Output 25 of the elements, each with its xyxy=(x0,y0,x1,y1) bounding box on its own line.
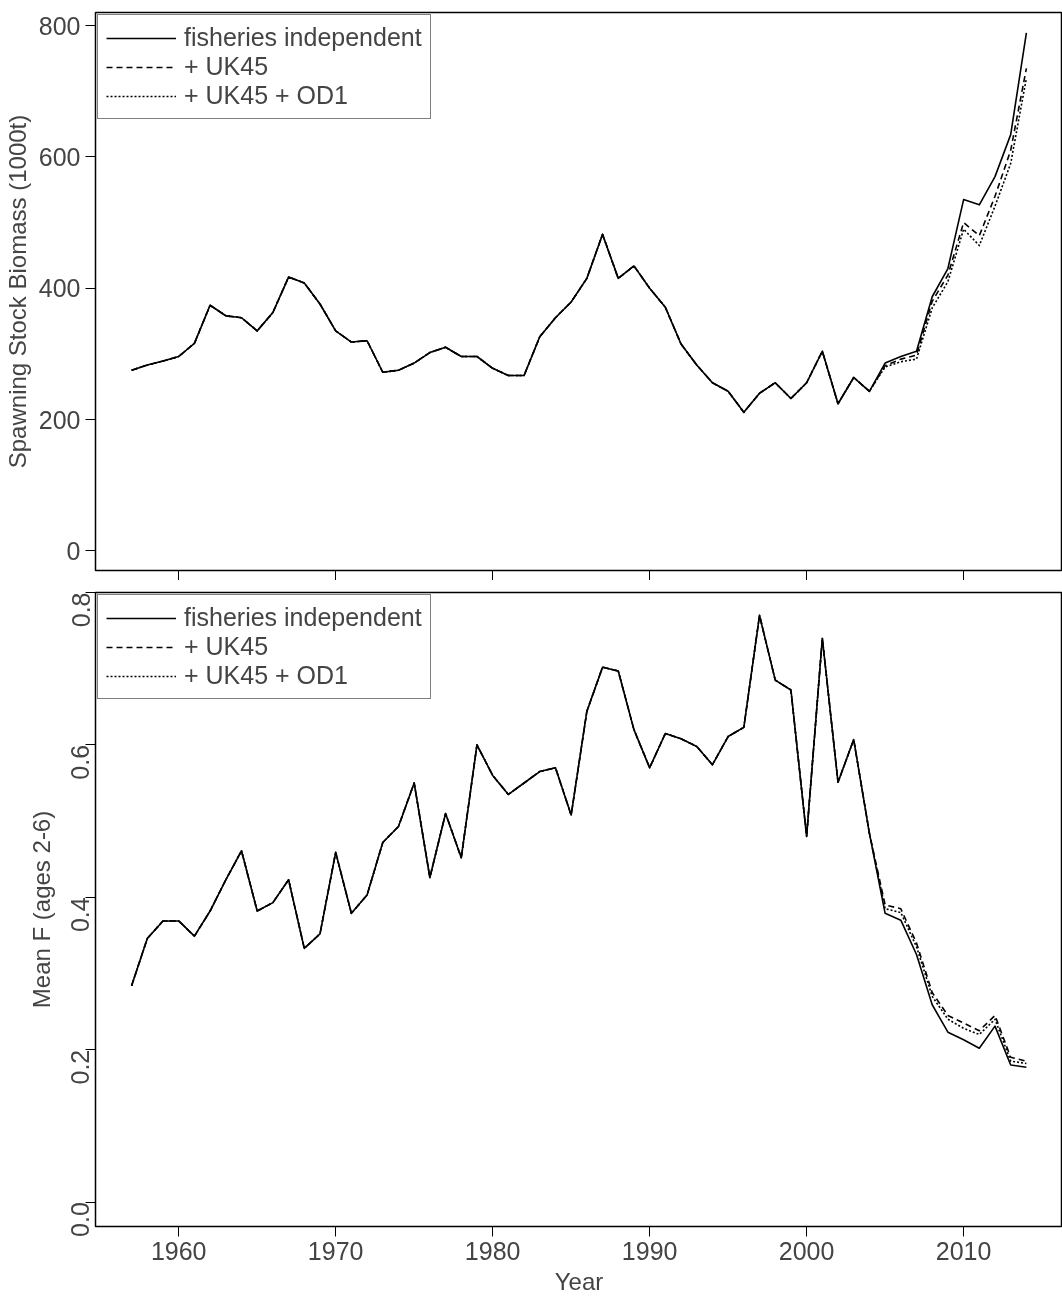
legend-label: + UK45 xyxy=(184,52,269,81)
y-tick-label: 0.4 xyxy=(66,897,95,933)
y-tick-label: 200 xyxy=(38,405,81,434)
y-tick-label: 0.2 xyxy=(66,1049,95,1085)
y-tick-label: 400 xyxy=(38,274,81,303)
legend-label: fisheries independent xyxy=(184,603,422,632)
legend-label: + UK45 xyxy=(184,632,269,661)
x-tick-label: 1960 xyxy=(150,1236,207,1265)
y-tick-label: 600 xyxy=(38,142,81,171)
y-tick-label: 0 xyxy=(66,536,81,565)
y-tick-label: 0.6 xyxy=(66,744,95,780)
y-axis-title: Mean F (ages 2-6) xyxy=(27,810,55,1009)
x-tick-label: 1970 xyxy=(307,1236,364,1265)
y-tick-label: 0.0 xyxy=(66,1202,95,1237)
legend-label: + UK45 + OD1 xyxy=(184,661,348,690)
x-tick-label: 1980 xyxy=(464,1236,521,1265)
y-axis-title: Spawning Stock Biomass (1000t) xyxy=(3,114,31,469)
x-tick-label: 2010 xyxy=(935,1236,992,1265)
x-axis-title: Year xyxy=(554,1267,604,1295)
legend-label: fisheries independent xyxy=(184,23,422,52)
legend-label: + UK45 + OD1 xyxy=(184,81,348,110)
y-tick-label: 800 xyxy=(38,11,81,40)
y-tick-label: 0.8 xyxy=(66,592,95,628)
x-tick-label: 1990 xyxy=(621,1236,678,1265)
x-tick-label: 2000 xyxy=(778,1236,835,1265)
